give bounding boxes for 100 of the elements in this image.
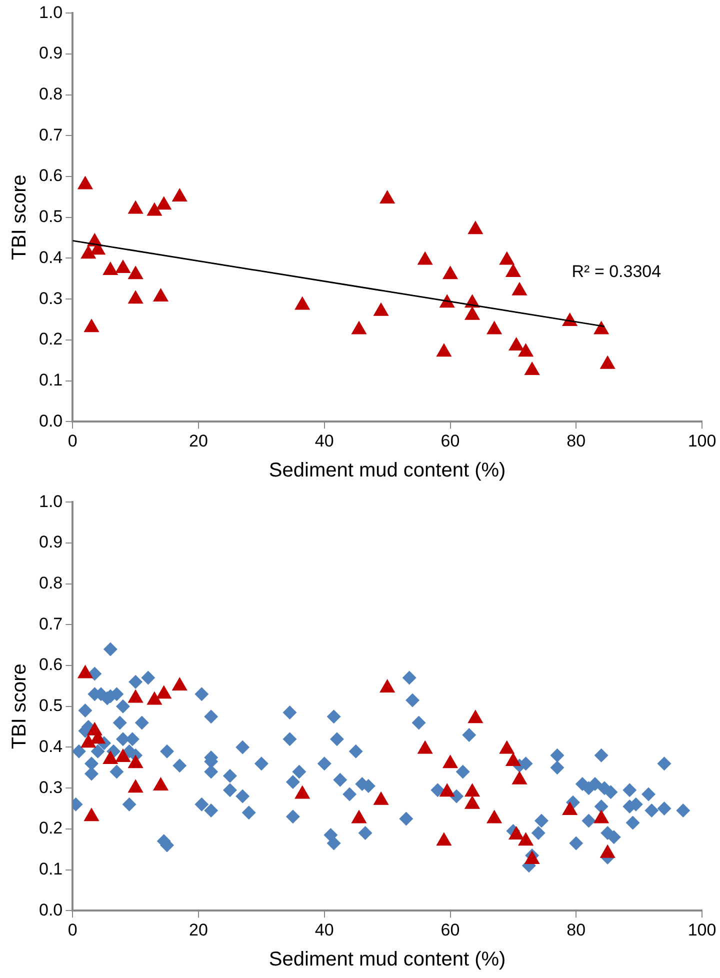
point xyxy=(128,266,144,280)
x-axis-title: Sediment mud content (%) xyxy=(268,948,506,971)
point xyxy=(512,770,528,784)
x-tick-label: 20 xyxy=(189,431,208,450)
x-tick-label: 20 xyxy=(189,920,208,940)
point xyxy=(562,802,578,816)
point xyxy=(152,777,169,791)
point xyxy=(128,689,144,703)
y-tick-label: 0.5 xyxy=(38,696,63,716)
point xyxy=(351,320,367,334)
point xyxy=(156,685,172,699)
point xyxy=(524,362,540,376)
x-tick-label: 60 xyxy=(440,920,460,940)
y-tick-label: 0.0 xyxy=(38,411,63,430)
y-tick-label: 0.9 xyxy=(38,44,63,63)
x-tick-label: 80 xyxy=(566,920,586,940)
x-tick-label: 0 xyxy=(68,920,78,940)
x-axis-title: Sediment mud content (%) xyxy=(268,460,506,482)
y-tick-label: 0.7 xyxy=(38,125,63,144)
y-tick-label: 0.0 xyxy=(38,900,63,920)
x-tick-label: 0 xyxy=(68,431,78,450)
x-tick-label: 40 xyxy=(314,920,334,940)
point xyxy=(436,343,452,357)
y-tick-label: 0.6 xyxy=(38,655,63,674)
point xyxy=(351,810,367,824)
point xyxy=(486,810,502,824)
y-tick-label: 0.3 xyxy=(38,288,63,308)
point xyxy=(417,251,433,265)
point xyxy=(499,740,515,754)
point xyxy=(417,740,433,754)
y-axis-title: TBI score xyxy=(8,664,31,750)
point xyxy=(468,710,484,724)
y-axis-title: TBI score xyxy=(8,174,31,260)
point xyxy=(146,691,162,705)
point xyxy=(442,754,458,768)
y-tick-label: 0.5 xyxy=(38,207,63,226)
x-tick-label: 60 xyxy=(440,431,460,450)
y-tick-label: 0.8 xyxy=(38,84,63,104)
point xyxy=(468,220,484,234)
x-tick-label: 40 xyxy=(314,431,334,450)
point xyxy=(373,302,389,316)
point xyxy=(102,750,118,764)
point xyxy=(102,261,118,275)
point xyxy=(172,188,188,202)
point xyxy=(294,296,310,310)
point xyxy=(486,320,502,334)
point xyxy=(128,200,144,214)
point xyxy=(294,785,310,799)
point xyxy=(464,795,480,809)
point xyxy=(600,844,616,858)
point xyxy=(505,264,521,278)
point xyxy=(128,290,144,304)
point xyxy=(600,355,616,369)
point xyxy=(464,783,480,797)
point xyxy=(512,282,528,296)
point xyxy=(499,251,515,265)
point xyxy=(508,337,524,351)
y-tick-label: 0.3 xyxy=(38,778,63,797)
point xyxy=(152,288,169,302)
x-tick-label: 80 xyxy=(566,431,586,450)
point xyxy=(80,734,96,748)
point xyxy=(464,306,480,320)
point xyxy=(436,832,452,846)
point xyxy=(518,343,534,357)
y-tick-label: 1.0 xyxy=(38,492,63,511)
y-tick-label: 0.2 xyxy=(38,818,63,838)
point xyxy=(439,783,455,797)
point xyxy=(80,245,96,259)
point xyxy=(84,808,100,822)
y-tick-label: 0.7 xyxy=(38,614,63,634)
point xyxy=(77,176,94,190)
point xyxy=(505,752,521,766)
point xyxy=(594,810,610,824)
point xyxy=(508,826,524,840)
point xyxy=(373,791,389,805)
point xyxy=(518,832,534,846)
point xyxy=(380,190,396,204)
point xyxy=(128,779,144,793)
x-tick-label: 100 xyxy=(688,431,716,450)
point xyxy=(128,754,144,768)
point xyxy=(524,850,540,864)
y-tick-label: 0.4 xyxy=(38,736,63,756)
point xyxy=(115,259,131,273)
point xyxy=(380,679,396,693)
y-tick-label: 0.9 xyxy=(38,532,63,552)
x-tick-label: 100 xyxy=(688,920,716,940)
annotation: R² = 0.3304 xyxy=(572,262,662,282)
y-tick-label: 0.1 xyxy=(38,370,63,390)
y-tick-label: 1.0 xyxy=(38,2,63,22)
y-tick-label: 0.8 xyxy=(38,574,63,593)
y-tick-label: 0.6 xyxy=(38,166,63,186)
point xyxy=(172,676,188,690)
y-tick-label: 0.1 xyxy=(38,859,63,878)
point xyxy=(442,266,458,280)
point xyxy=(115,748,131,762)
y-tick-label: 0.2 xyxy=(38,330,63,349)
point xyxy=(156,196,172,210)
point xyxy=(77,664,94,678)
point xyxy=(146,202,162,216)
y-tick-label: 0.4 xyxy=(38,248,63,267)
